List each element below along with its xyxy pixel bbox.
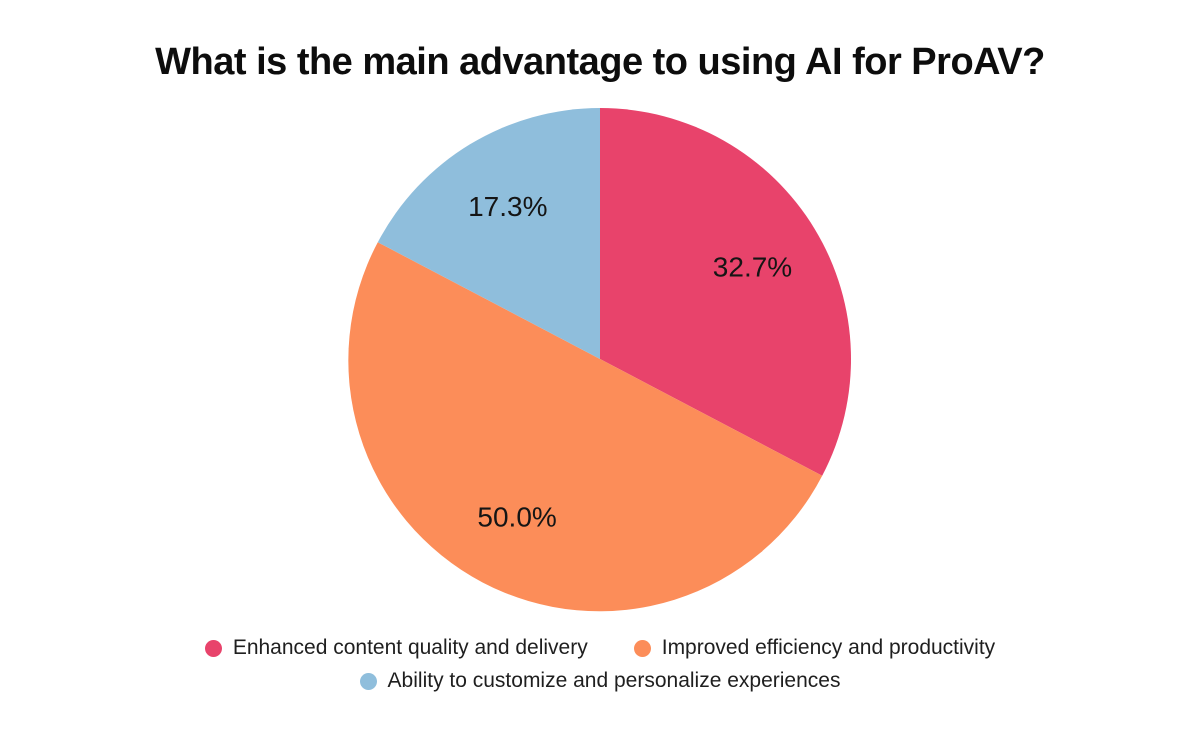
legend-label-enhanced-content: Enhanced content quality and delivery [232, 636, 588, 659]
legend-item-enhanced-content: Enhanced content quality and delivery [204, 636, 588, 660]
pie-slice-0 [600, 108, 851, 476]
slice-value-label-0: 32.7% [713, 251, 792, 282]
chart-title: What is the main advantage to using AI f… [155, 41, 1045, 83]
legend-label-improved-efficiency: Improved efficiency and productivity [661, 636, 996, 659]
slice-value-label-1: 50.0% [477, 501, 556, 532]
pie-slice-labels: 32.7% 50.0% 17.3% [468, 191, 792, 532]
pie-slices [348, 108, 851, 612]
pie-slice-2 [377, 108, 600, 359]
blue-dot-icon [359, 672, 377, 690]
legend-label-customize-experiences: Ability to customize and personalize exp… [387, 669, 841, 692]
orange-dot-icon [633, 639, 651, 657]
legend: Enhanced content quality and delivery Im… [60, 636, 1140, 693]
slice-value-label-2: 17.3% [468, 191, 547, 222]
legend-item-improved-efficiency: Improved efficiency and productivity [633, 636, 996, 660]
pie-slice-1 [348, 242, 823, 612]
pink-dot-icon [204, 639, 222, 657]
legend-item-customize-experiences: Ability to customize and personalize exp… [359, 669, 841, 693]
